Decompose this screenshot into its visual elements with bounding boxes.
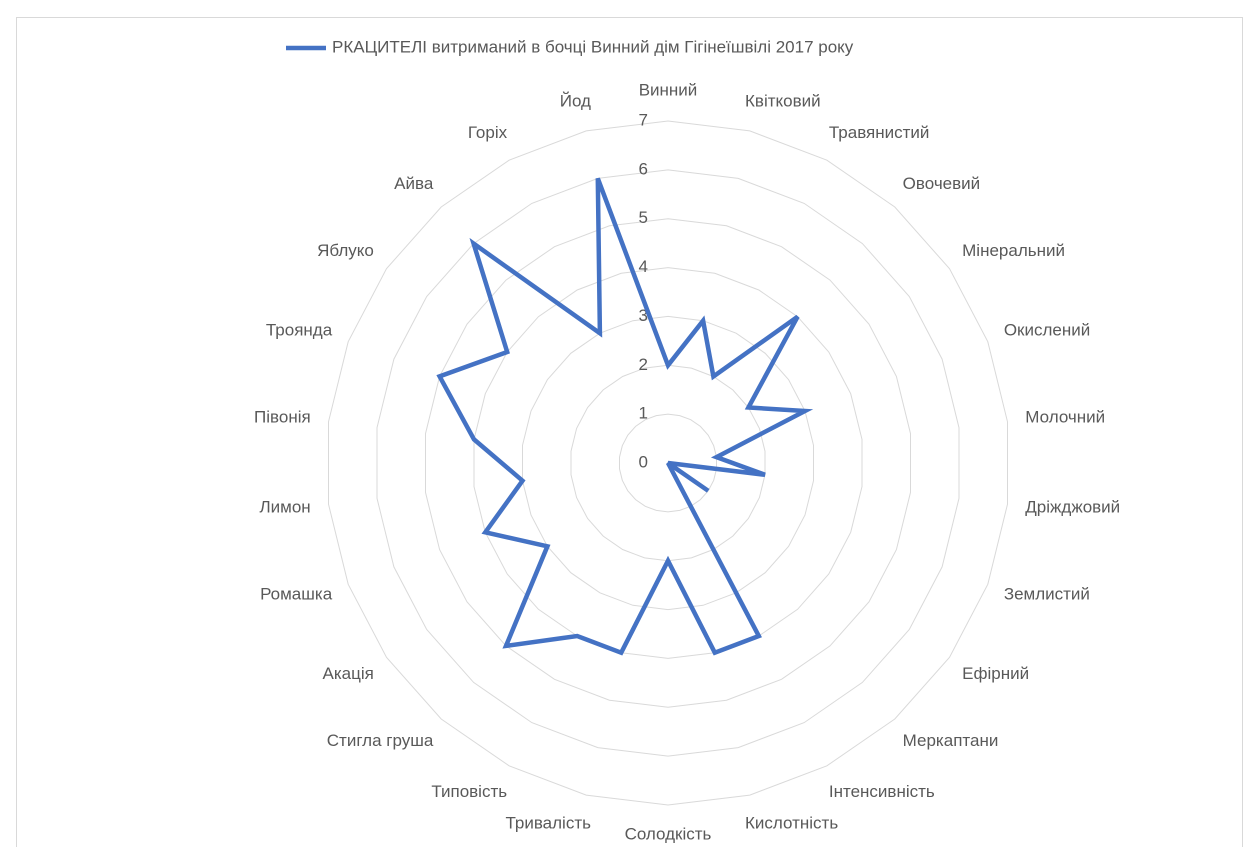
category-label: Тривалість <box>505 814 591 833</box>
r-tick-label: 7 <box>639 110 648 129</box>
r-tick-label: 3 <box>639 306 648 325</box>
grid-ring <box>376 169 960 757</box>
grid-ring <box>473 267 863 659</box>
r-tick-label: 1 <box>639 404 648 423</box>
chart-border <box>16 17 1243 847</box>
category-label: Йод <box>560 91 591 110</box>
legend-label: РКАЦИТЕЛІ витриманий в бочці Винний дім … <box>332 37 854 56</box>
category-label: Солодкість <box>625 824 712 843</box>
grid-ring <box>328 120 1008 806</box>
category-label: Окислений <box>1004 321 1090 340</box>
category-label: Яблуко <box>317 241 374 260</box>
grid-ring <box>522 315 814 611</box>
category-label: Землистий <box>1004 584 1090 603</box>
series-line <box>436 177 814 656</box>
category-label: Горіх <box>468 123 508 142</box>
category-label: Акація <box>323 664 374 683</box>
category-label: Троянда <box>266 321 333 340</box>
category-label: Ромашка <box>260 584 333 603</box>
r-tick-label: 4 <box>639 257 648 276</box>
category-label: Мінеральний <box>962 241 1065 260</box>
category-label: Молочний <box>1025 408 1105 427</box>
category-label: Лимон <box>260 497 311 516</box>
r-tick-label: 2 <box>639 355 648 374</box>
category-label: Айва <box>394 174 434 193</box>
category-label: Винний <box>639 80 698 99</box>
category-label: Овочевий <box>903 174 980 193</box>
category-label: Ефірний <box>962 664 1029 683</box>
category-label: Меркаптани <box>903 731 999 750</box>
category-label: Типовість <box>431 782 507 801</box>
r-tick-label: 0 <box>639 452 648 471</box>
grid-ring <box>425 218 911 708</box>
grid-ring <box>619 413 717 513</box>
r-tick-label: 5 <box>639 208 648 227</box>
category-label: Стигла груша <box>327 731 434 750</box>
category-label: Дріжджовий <box>1025 497 1120 516</box>
category-label: Інтенсивність <box>829 782 935 801</box>
r-tick-label: 6 <box>639 159 648 178</box>
category-label: Травянистий <box>829 123 930 142</box>
category-label: Кислотність <box>745 814 838 833</box>
category-label: Півонія <box>254 408 311 427</box>
category-label: Квітковий <box>745 91 821 110</box>
